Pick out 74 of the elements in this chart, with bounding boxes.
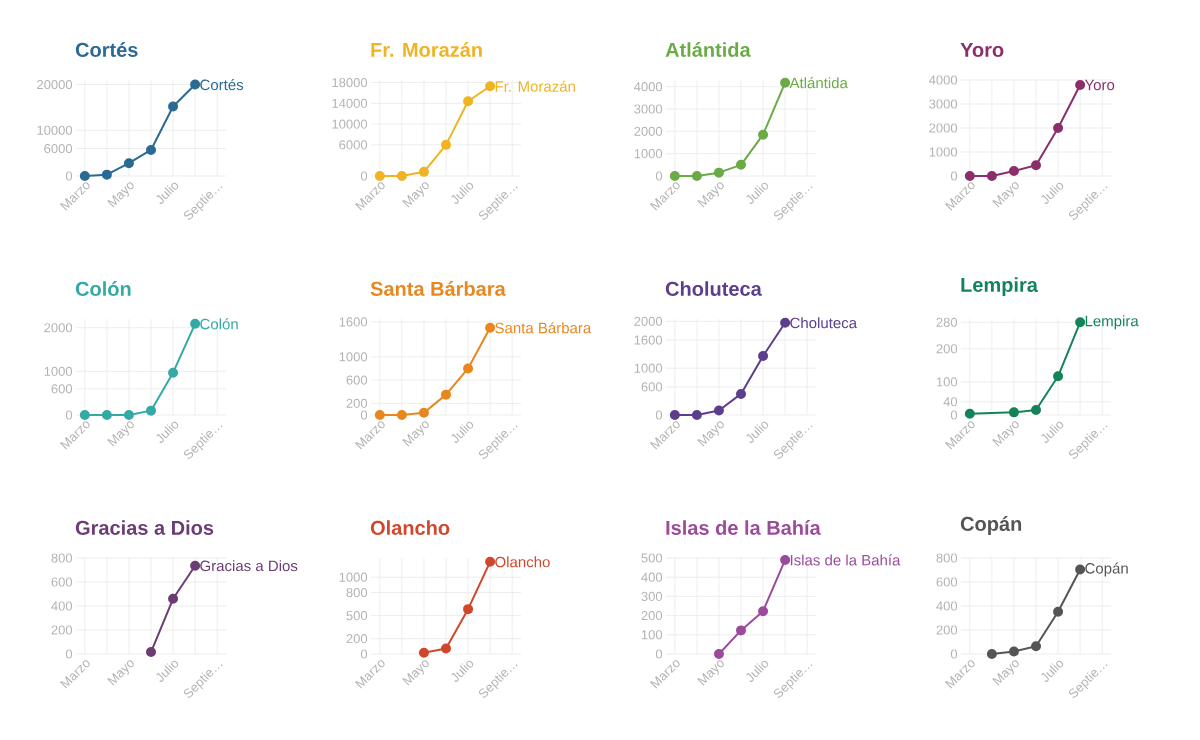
chart-title: Choluteca (665, 281, 762, 296)
point (780, 554, 791, 565)
point (101, 169, 112, 180)
point (1053, 123, 1064, 133)
chart-title: Copán (960, 516, 1022, 535)
chart-title: Atlántida (665, 42, 751, 57)
point (964, 170, 975, 181)
point (463, 604, 474, 615)
point (463, 363, 474, 374)
point (374, 410, 385, 420)
point (79, 410, 90, 420)
point (190, 560, 201, 571)
point (780, 317, 791, 328)
point (190, 318, 201, 329)
point (986, 170, 997, 181)
point (418, 166, 429, 177)
point (736, 388, 747, 399)
point (485, 81, 496, 92)
chart-title: Olancho (370, 520, 450, 535)
point (736, 159, 747, 170)
point (669, 170, 680, 181)
point (964, 408, 975, 419)
point (1008, 646, 1019, 657)
point (190, 79, 201, 90)
point (1008, 407, 1019, 418)
point (691, 170, 702, 181)
point (441, 643, 451, 654)
point (396, 410, 407, 420)
chart-title: Colón (75, 281, 131, 296)
point (79, 170, 90, 181)
point (758, 350, 769, 361)
point (146, 405, 156, 416)
point (146, 647, 156, 658)
point (441, 139, 451, 150)
point (123, 158, 134, 169)
point (1075, 317, 1086, 328)
point (396, 170, 407, 181)
point (418, 647, 429, 658)
point (1008, 165, 1019, 176)
point (691, 410, 702, 420)
point (758, 606, 769, 617)
point (1053, 606, 1064, 617)
point (485, 322, 496, 333)
chart-title: Fr. Morazán (371, 42, 482, 57)
point (1031, 641, 1042, 652)
point (168, 101, 179, 112)
chart-title: Gracias a Dios (75, 520, 214, 535)
point (101, 410, 112, 420)
point (713, 167, 724, 178)
point (669, 410, 680, 420)
point (168, 593, 179, 604)
point (418, 407, 429, 418)
point (713, 649, 724, 659)
point (758, 129, 769, 140)
chart-title: Yoro (960, 42, 1004, 57)
point (1053, 371, 1064, 382)
point (441, 389, 451, 400)
chart-title: Cortés (75, 42, 138, 57)
point (1075, 564, 1086, 575)
point (463, 96, 474, 107)
chart-title: Lempira (961, 277, 1039, 296)
point (374, 170, 385, 181)
point (1075, 80, 1086, 91)
point (123, 410, 134, 420)
point (986, 649, 997, 659)
point (146, 144, 156, 155)
point (713, 405, 724, 416)
chart-title: Santa Bárbara (370, 281, 506, 296)
point (736, 625, 746, 636)
chart-title: Islas de la Bahía (666, 520, 821, 535)
point (485, 556, 496, 567)
point (168, 367, 179, 378)
point (1031, 160, 1042, 171)
point (1031, 405, 1042, 416)
